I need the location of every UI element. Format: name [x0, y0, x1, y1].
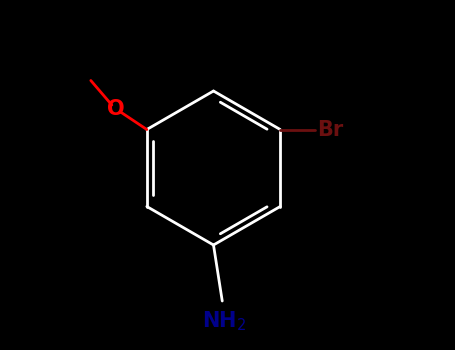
Text: O: O — [106, 98, 124, 119]
Text: NH$_2$: NH$_2$ — [202, 310, 246, 333]
Text: Br: Br — [317, 119, 343, 140]
